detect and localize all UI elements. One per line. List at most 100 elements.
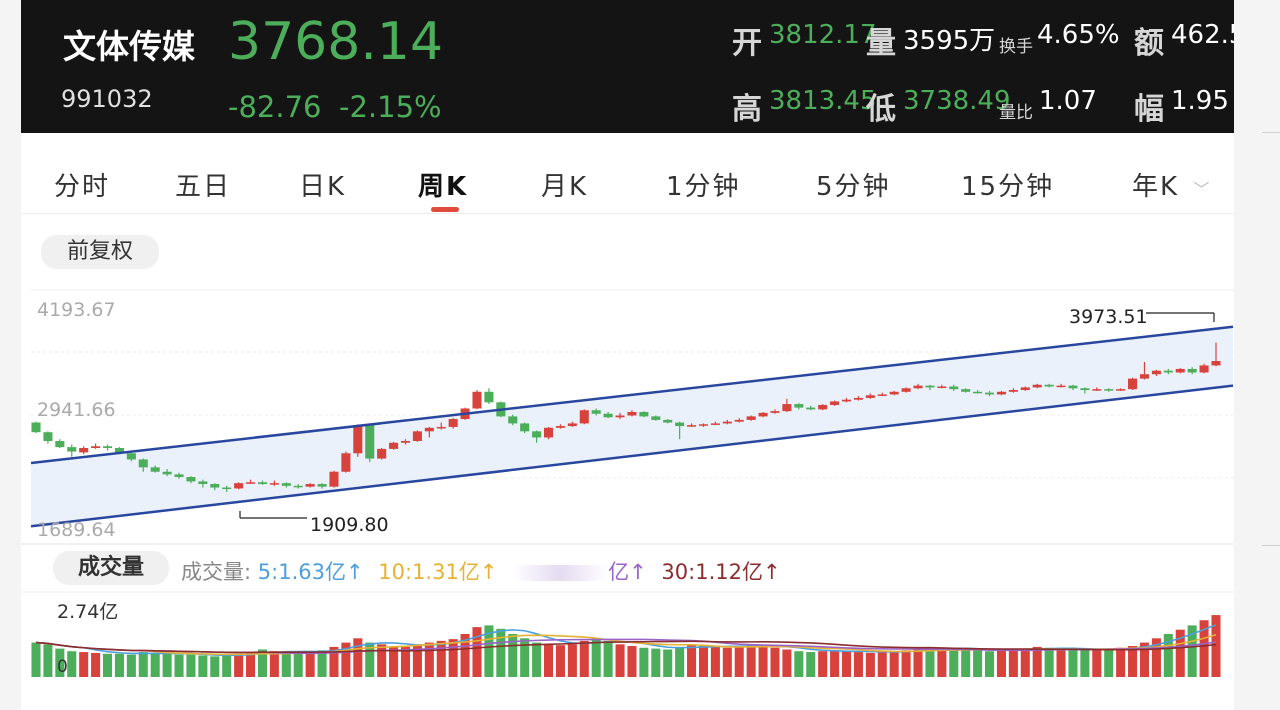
volume-bar	[1032, 646, 1042, 677]
candle	[663, 419, 673, 424]
ma10-arrow-icon: ↑	[479, 560, 498, 584]
volume-bar	[472, 627, 482, 677]
volume-bar	[782, 649, 792, 677]
candle	[830, 400, 840, 406]
volume-bar	[1020, 648, 1030, 677]
amplitude-label: 幅	[1134, 92, 1164, 127]
volume-bar	[102, 653, 113, 677]
volume-bar-series	[31, 615, 1221, 677]
candle	[472, 390, 482, 410]
candle	[555, 424, 565, 429]
tab-15-minute[interactable]: 15分钟	[961, 172, 1055, 202]
current-price: 3768.14	[228, 12, 444, 72]
candle	[91, 443, 101, 449]
low-annotation: 1909.80	[239, 511, 389, 536]
volume-bar	[1175, 629, 1185, 677]
candle	[1211, 342, 1221, 367]
volume-bar	[1008, 649, 1018, 677]
channel-lower-line	[30, 384, 1234, 528]
volume-bar	[1199, 620, 1209, 677]
volume-bar	[174, 654, 184, 677]
volume-ma-line	[35, 640, 1217, 654]
volume-ratio-value: 1.07	[1039, 86, 1097, 116]
adjust-button[interactable]: 前复权	[41, 235, 159, 269]
candle	[543, 426, 554, 440]
candle	[639, 411, 649, 418]
candle	[996, 390, 1006, 396]
volume-bar	[329, 646, 339, 677]
candle	[651, 415, 661, 421]
volume-bar	[996, 650, 1006, 677]
candle	[424, 426, 434, 438]
trend-channel-fill	[31, 326, 1233, 527]
tab-intraday[interactable]: 分时	[54, 172, 111, 202]
volume-bar	[1092, 649, 1102, 677]
candle	[1187, 367, 1197, 375]
volume-bar	[436, 640, 446, 677]
candle	[317, 483, 327, 489]
volume-ma-legend: 成交量: 5:1.63亿↑ 10:1.31亿↑ 亿↑ 30:1.12亿↑	[181, 556, 781, 586]
candle	[389, 441, 399, 450]
candle	[293, 484, 303, 489]
candle	[377, 448, 387, 460]
volume-bar	[67, 651, 77, 677]
candle	[1008, 388, 1018, 393]
tab-1-minute[interactable]: 1分钟	[666, 172, 741, 202]
volume-bar	[186, 654, 196, 677]
volume-bar	[138, 652, 148, 677]
tab-yearly-k[interactable]: 年K ﹀	[1132, 166, 1211, 203]
tab-five-day[interactable]: 五日	[175, 172, 232, 202]
open-value: 3812.17	[769, 20, 877, 50]
high-annotation: 3973.51	[1069, 306, 1215, 328]
tab-5-minute[interactable]: 5分钟	[816, 172, 891, 202]
candle	[961, 388, 971, 393]
candle	[210, 483, 220, 491]
volume-bar	[973, 650, 983, 677]
volume-bar	[841, 651, 852, 677]
candle	[865, 393, 875, 399]
volume-bar	[961, 649, 971, 677]
candle	[746, 415, 756, 421]
turnover-label: 换手	[999, 37, 1033, 57]
candle	[758, 411, 768, 418]
volume-bar	[1211, 615, 1221, 677]
volume-bar	[257, 649, 267, 677]
volume-bar	[949, 648, 959, 677]
tab-monthly-k[interactable]: 月K	[541, 172, 589, 202]
ma20-arrow-icon: ↑	[629, 560, 647, 584]
candle	[1068, 384, 1078, 391]
active-tab-indicator	[431, 207, 459, 212]
candle	[591, 408, 601, 416]
tab-daily-k[interactable]: 日K	[299, 172, 347, 202]
candle	[138, 458, 148, 472]
candle	[794, 403, 804, 410]
volume-max-label: 2.74亿	[57, 601, 118, 623]
volume-bar	[627, 646, 637, 677]
stock-name: 文体传媒	[63, 27, 195, 66]
candle	[925, 384, 935, 391]
volume-bar	[734, 646, 744, 677]
high-annotation-label: 3973.51	[1069, 306, 1148, 328]
y-tick-bottom: 1689.64	[37, 519, 116, 541]
candle	[806, 405, 816, 411]
candle	[412, 430, 422, 442]
kline-chart[interactable]: 4193.67 2941.66 1689.64 3973.51 1909.80 …	[21, 280, 1234, 680]
candle	[257, 480, 267, 485]
volume-bar	[1044, 647, 1054, 677]
volume-bar	[567, 644, 577, 677]
candle	[722, 419, 732, 425]
candle	[365, 424, 375, 463]
volume-bar	[830, 650, 840, 677]
open-label: 开	[732, 26, 762, 61]
candle	[973, 390, 983, 394]
volume-bar	[985, 651, 995, 677]
candle	[698, 423, 709, 427]
volume-bar	[341, 642, 351, 677]
tab-weekly-k[interactable]: 周K	[418, 172, 469, 202]
candle	[1163, 368, 1173, 375]
candle	[770, 409, 780, 414]
volume-panel-button[interactable]: 成交量	[53, 551, 169, 585]
volume-bar	[1116, 647, 1126, 677]
candle	[1175, 368, 1185, 374]
candle	[901, 387, 911, 393]
